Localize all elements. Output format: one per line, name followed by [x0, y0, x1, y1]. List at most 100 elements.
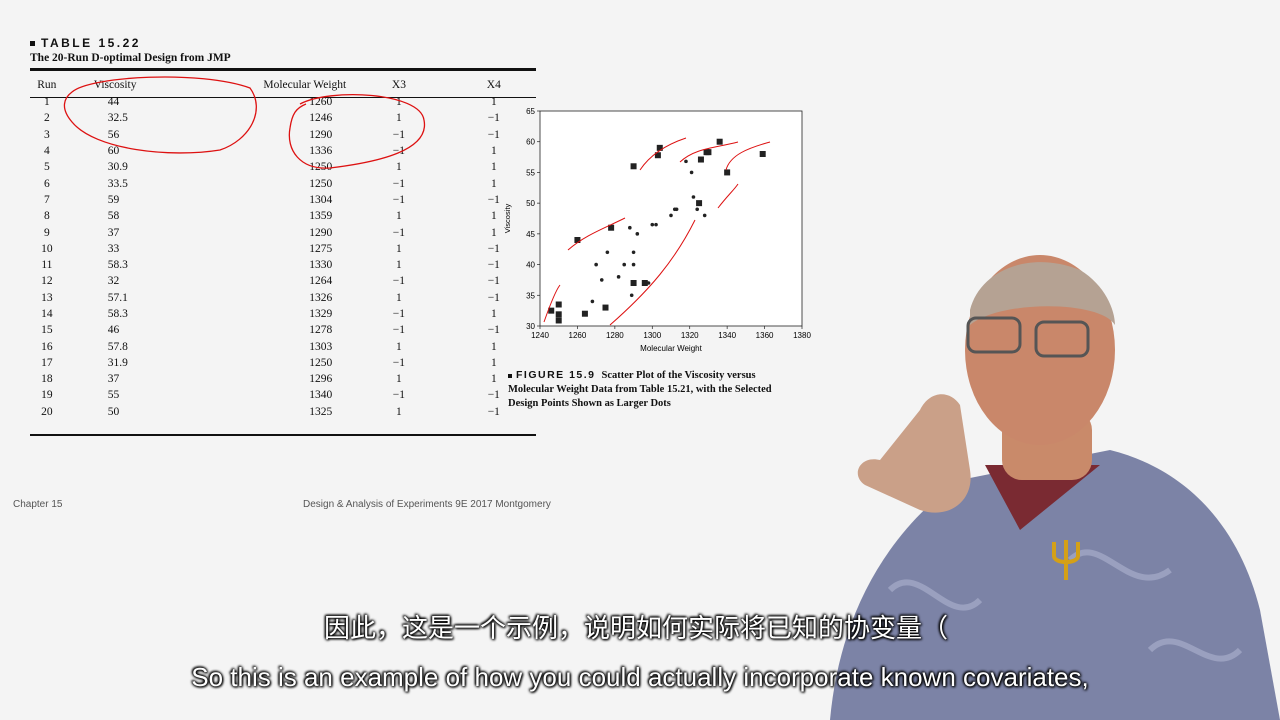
data-point-large	[696, 200, 703, 207]
table-row: 2 32.5 1246 1 −1	[30, 110, 536, 126]
y-tick-label: 55	[526, 168, 535, 177]
table-cell: 8	[43, 210, 50, 223]
table-cell: −1	[392, 275, 406, 288]
column-header: Run	[37, 79, 57, 91]
table-cell: 33	[107, 242, 120, 255]
annotation-stroke	[679, 141, 739, 163]
data-point-large	[630, 280, 637, 286]
x-tick-label: 1380	[793, 331, 811, 340]
table-cell: 12	[41, 275, 53, 288]
table-cell: 1359	[309, 210, 333, 223]
design-table: Run Viscosity Molecular Weight X3 X4 1 44…	[30, 76, 536, 420]
y-tick-label: 65	[526, 107, 535, 116]
subtitle-english: So this is an example of how you could a…	[191, 662, 1089, 692]
table-cell: 58.3	[107, 259, 128, 272]
y-tick-label: 35	[526, 291, 535, 300]
figure-caption-text: Scatter Plot of the Viscosity versus Mol…	[508, 370, 772, 409]
data-point-large	[581, 310, 588, 317]
table-cell: 58.3	[107, 308, 128, 320]
table-header-row: Run Viscosity Molecular Weight X3 X4	[30, 76, 536, 94]
table-cell: 60	[107, 145, 120, 158]
data-point-large	[654, 152, 661, 159]
table-cell: 15	[41, 324, 53, 337]
table-cell: 18	[41, 373, 53, 386]
table-cell: −1	[392, 389, 406, 402]
table-row: 12 32 1264 −1 −1	[30, 273, 536, 289]
footer-course: Design & Analysis of Experiments 9E 2017…	[303, 499, 551, 510]
table-cell: 59	[107, 193, 120, 206]
table-cell: 17	[41, 356, 53, 369]
table-cell: 1296	[309, 373, 333, 386]
y-tick-label: 50	[526, 199, 535, 208]
footer-chapter: Chapter 15	[13, 499, 63, 510]
table-cell: −1	[392, 193, 406, 206]
data-point-small	[650, 222, 655, 227]
x-tick-label: 1300	[643, 331, 661, 340]
table-row: 14 58.3 1329 −1 1	[30, 306, 536, 322]
x-tick-label: 1260	[569, 331, 587, 340]
data-point-small	[684, 159, 688, 164]
table-cell: 1250	[309, 356, 333, 369]
data-point-large	[697, 156, 704, 163]
data-point-large	[705, 149, 712, 156]
x-tick-label: 1240	[531, 331, 549, 340]
table-cell: 1	[396, 96, 402, 109]
data-point-small	[669, 213, 673, 218]
table-cell: −1	[392, 177, 406, 190]
table-cell: 1	[490, 373, 497, 386]
x-tick-label: 1320	[681, 331, 699, 340]
bullet-square-icon	[508, 373, 512, 378]
table-bottom-rule	[30, 434, 536, 436]
table-cell: −1	[392, 324, 406, 337]
table-cell: 33.5	[107, 177, 128, 190]
table-cell: 1340	[309, 389, 333, 402]
table-cell: 1	[490, 96, 497, 109]
data-point-small	[631, 262, 636, 267]
table-row: 18 37 1296 1 1	[30, 371, 536, 387]
annotation-ellipse	[288, 93, 426, 169]
data-point-small	[629, 293, 634, 298]
table-cell: 1	[490, 340, 497, 353]
annotation-stroke	[543, 284, 561, 323]
annotation-stroke	[639, 137, 687, 171]
table-cell: 1	[490, 210, 497, 223]
plot-frame	[539, 110, 803, 327]
data-point-small	[622, 262, 627, 267]
y-tick-label: 45	[526, 230, 535, 239]
annotation-stroke	[725, 141, 771, 171]
data-point-large	[641, 280, 648, 286]
table-cell: 1	[490, 226, 497, 239]
figure-label: FIGURE 15.9	[516, 369, 596, 381]
table-cell: 1290	[309, 226, 333, 239]
data-point-small	[631, 250, 636, 255]
table-cell: 30.9	[107, 161, 128, 174]
bullet-square-icon	[30, 41, 35, 47]
column-header: X3	[391, 79, 406, 91]
data-point-small	[590, 299, 595, 304]
table-row: 3 56 1290 −1 −1	[30, 127, 536, 143]
table-row: 10 33 1275 1 −1	[30, 241, 536, 257]
table-cell: 57.1	[107, 291, 128, 304]
table-cell: −1	[487, 291, 500, 304]
table-cell: 11	[41, 259, 53, 272]
data-point-large	[574, 237, 581, 243]
y-tick-label: 40	[526, 261, 535, 270]
table-cell: 31.9	[107, 356, 128, 369]
table-cell: 5	[43, 161, 50, 174]
data-point-small	[594, 262, 598, 267]
table-cell: 7	[43, 193, 50, 206]
table-cell: 37	[107, 373, 120, 386]
table-cell: −1	[487, 405, 500, 418]
table-cell: −1	[392, 226, 406, 239]
table-cell: −1	[487, 389, 500, 402]
table-cell: 32.5	[107, 112, 128, 125]
table-label: TABLE 15.22	[41, 36, 141, 50]
scatter-chart: 1240 1260 1280 1300 1320 1340 1360 1380 30 35 40 45…	[503, 107, 811, 353]
table-row: 16 57.8 1303 1 1	[30, 338, 536, 354]
table-cell: −1	[487, 193, 500, 206]
data-point-small	[635, 232, 640, 236]
table-cell: 1	[396, 340, 402, 353]
table-cell: 55	[107, 389, 120, 402]
data-point-small	[695, 207, 699, 212]
data-point-small	[616, 275, 621, 279]
